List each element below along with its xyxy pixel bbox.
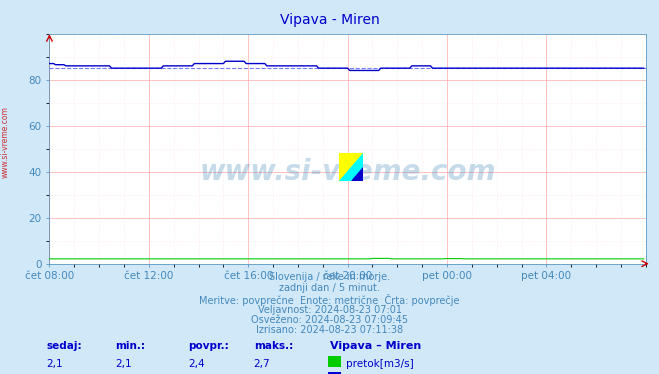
- Text: 2,1: 2,1: [46, 359, 63, 369]
- Text: Izrisano: 2024-08-23 07:11:38: Izrisano: 2024-08-23 07:11:38: [256, 325, 403, 335]
- Polygon shape: [339, 153, 362, 181]
- Text: Osveženo: 2024-08-23 07:09:45: Osveženo: 2024-08-23 07:09:45: [251, 315, 408, 325]
- Text: Meritve: povprečne  Enote: metrične  Črta: povprečje: Meritve: povprečne Enote: metrične Črta:…: [199, 294, 460, 306]
- Text: min.:: min.:: [115, 341, 146, 351]
- Text: 2,1: 2,1: [115, 359, 132, 369]
- Text: zadnji dan / 5 minut.: zadnji dan / 5 minut.: [279, 283, 380, 294]
- Polygon shape: [339, 153, 362, 181]
- Text: pretok[m3/s]: pretok[m3/s]: [346, 359, 414, 369]
- Text: Slovenija / reke in morje.: Slovenija / reke in morje.: [269, 272, 390, 282]
- Polygon shape: [351, 167, 362, 181]
- Text: 2,4: 2,4: [188, 359, 204, 369]
- Text: maks.:: maks.:: [254, 341, 293, 351]
- Text: www.si-vreme.com: www.si-vreme.com: [200, 158, 496, 186]
- Text: Vipava - Miren: Vipava - Miren: [279, 13, 380, 27]
- Text: www.si-vreme.com: www.si-vreme.com: [1, 106, 10, 178]
- Text: povpr.:: povpr.:: [188, 341, 229, 351]
- Text: sedaj:: sedaj:: [46, 341, 82, 351]
- Text: Veljavnost: 2024-08-23 07:01: Veljavnost: 2024-08-23 07:01: [258, 305, 401, 315]
- Text: Vipava – Miren: Vipava – Miren: [330, 341, 420, 351]
- Text: 2,7: 2,7: [254, 359, 270, 369]
